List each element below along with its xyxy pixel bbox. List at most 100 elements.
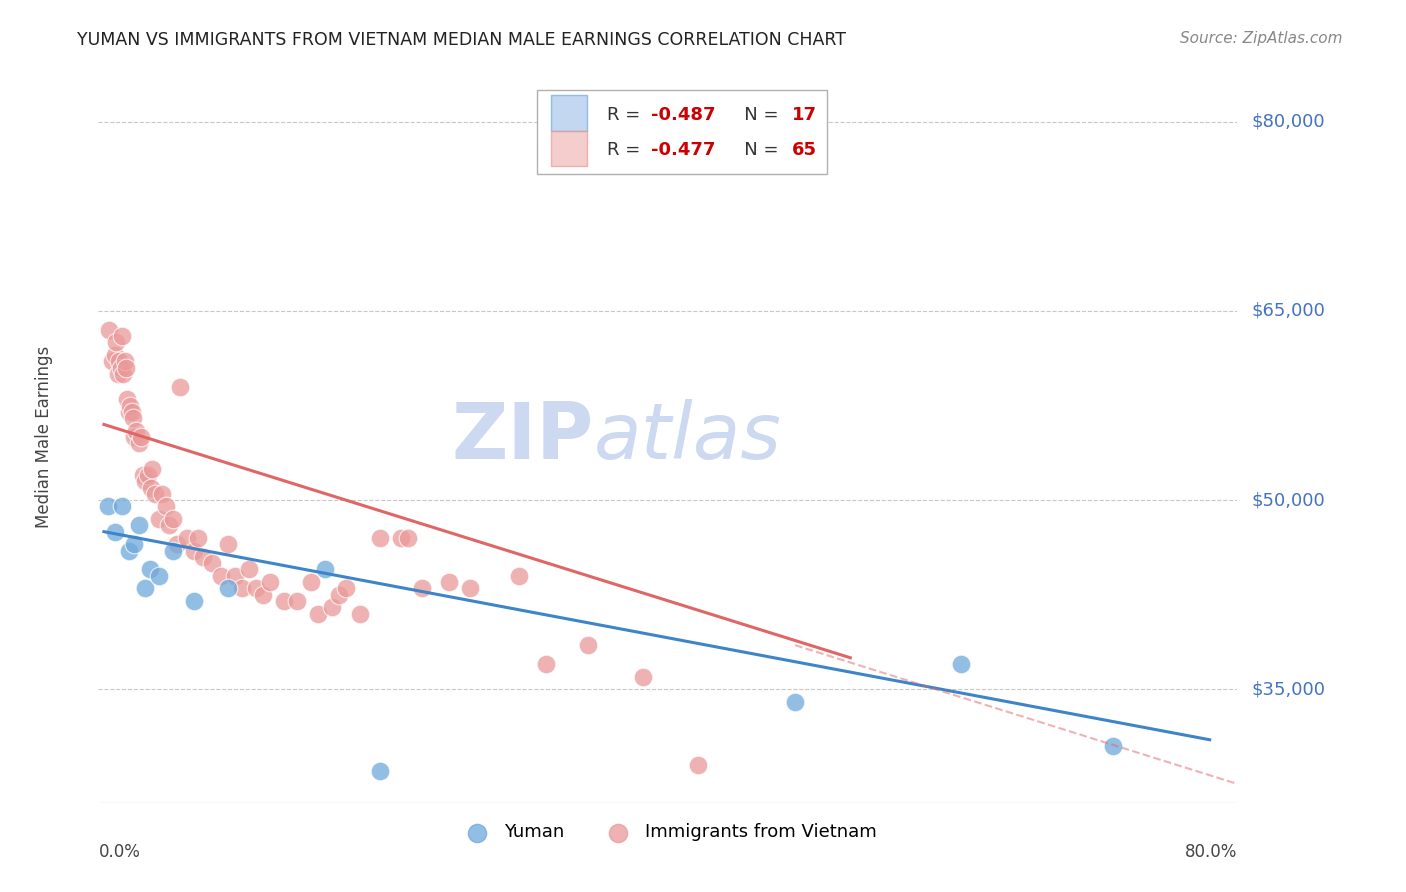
Point	[141, 461, 163, 475]
Point	[112, 367, 135, 381]
Text: YUMAN VS IMMIGRANTS FROM VIETNAM MEDIAN MALE EARNINGS CORRELATION CHART: YUMAN VS IMMIGRANTS FROM VIETNAM MEDIAN …	[77, 31, 846, 49]
Point	[134, 582, 156, 596]
Bar	[551, 95, 586, 130]
Point	[534, 657, 557, 671]
Point	[162, 512, 184, 526]
Point	[124, 430, 146, 444]
Point	[209, 569, 232, 583]
Point	[183, 594, 205, 608]
Point	[238, 562, 260, 576]
Legend: Yuman, Immigrants from Vietnam: Yuman, Immigrants from Vietnam	[451, 816, 884, 848]
Text: -0.487: -0.487	[651, 105, 716, 123]
Point	[101, 354, 124, 368]
Point	[122, 411, 145, 425]
Text: $35,000: $35,000	[1251, 681, 1326, 698]
Point	[107, 367, 129, 381]
Text: ZIP: ZIP	[451, 399, 593, 475]
Point	[111, 500, 134, 514]
Bar	[551, 130, 586, 166]
Point	[307, 607, 329, 621]
Text: -0.477: -0.477	[651, 141, 716, 159]
Point	[105, 335, 128, 350]
Point	[949, 657, 972, 671]
Point	[576, 638, 599, 652]
Point	[117, 392, 139, 407]
Point	[162, 543, 184, 558]
Point	[155, 500, 177, 514]
Point	[114, 354, 136, 368]
Point	[783, 695, 806, 709]
Text: R =: R =	[607, 141, 647, 159]
Point	[108, 354, 131, 368]
Point	[125, 424, 148, 438]
Point	[118, 405, 141, 419]
Point	[328, 588, 350, 602]
Point	[150, 487, 173, 501]
Point	[411, 582, 433, 596]
Point	[224, 569, 246, 583]
Point	[131, 467, 153, 482]
Point	[217, 537, 239, 551]
Point	[118, 543, 141, 558]
Point	[688, 758, 710, 772]
Point	[245, 582, 267, 596]
Point	[157, 518, 180, 533]
Point	[389, 531, 412, 545]
Text: $65,000: $65,000	[1251, 302, 1324, 320]
Point	[120, 399, 142, 413]
Point	[370, 531, 392, 545]
Point	[110, 360, 132, 375]
Point	[176, 531, 198, 545]
Point	[136, 467, 159, 482]
Text: $80,000: $80,000	[1251, 112, 1324, 131]
Point	[1102, 739, 1125, 753]
Point	[259, 575, 281, 590]
Text: N =: N =	[727, 105, 785, 123]
Point	[370, 764, 392, 779]
Point	[97, 500, 120, 514]
Point	[458, 582, 481, 596]
Point	[143, 487, 166, 501]
Point	[631, 670, 654, 684]
Text: atlas: atlas	[593, 399, 782, 475]
Point	[321, 600, 343, 615]
Text: 80.0%: 80.0%	[1185, 843, 1237, 861]
Text: 17: 17	[792, 105, 817, 123]
Text: N =: N =	[727, 141, 785, 159]
Point	[335, 582, 357, 596]
Point	[396, 531, 419, 545]
Point	[148, 512, 170, 526]
Point	[273, 594, 295, 608]
FancyBboxPatch shape	[537, 90, 827, 174]
Point	[128, 436, 150, 450]
Point	[129, 430, 152, 444]
Point	[183, 543, 205, 558]
Point	[439, 575, 461, 590]
Point	[187, 531, 209, 545]
Point	[124, 537, 146, 551]
Point	[201, 556, 224, 570]
Text: R =: R =	[607, 105, 647, 123]
Point	[111, 329, 134, 343]
Point	[508, 569, 530, 583]
Point	[134, 474, 156, 488]
Point	[115, 360, 138, 375]
Text: $50,000: $50,000	[1251, 491, 1324, 509]
Text: 65: 65	[792, 141, 817, 159]
Point	[166, 537, 188, 551]
Point	[299, 575, 322, 590]
Point	[314, 562, 336, 576]
Point	[193, 549, 215, 564]
Point	[148, 569, 170, 583]
Point	[104, 348, 127, 362]
Point	[252, 588, 274, 602]
Text: 0.0%: 0.0%	[98, 843, 141, 861]
Point	[104, 524, 127, 539]
Point	[138, 562, 160, 576]
Point	[128, 518, 150, 533]
Text: Source: ZipAtlas.com: Source: ZipAtlas.com	[1180, 31, 1343, 46]
Point	[98, 323, 121, 337]
Point	[139, 481, 162, 495]
Point	[287, 594, 309, 608]
Point	[121, 405, 143, 419]
